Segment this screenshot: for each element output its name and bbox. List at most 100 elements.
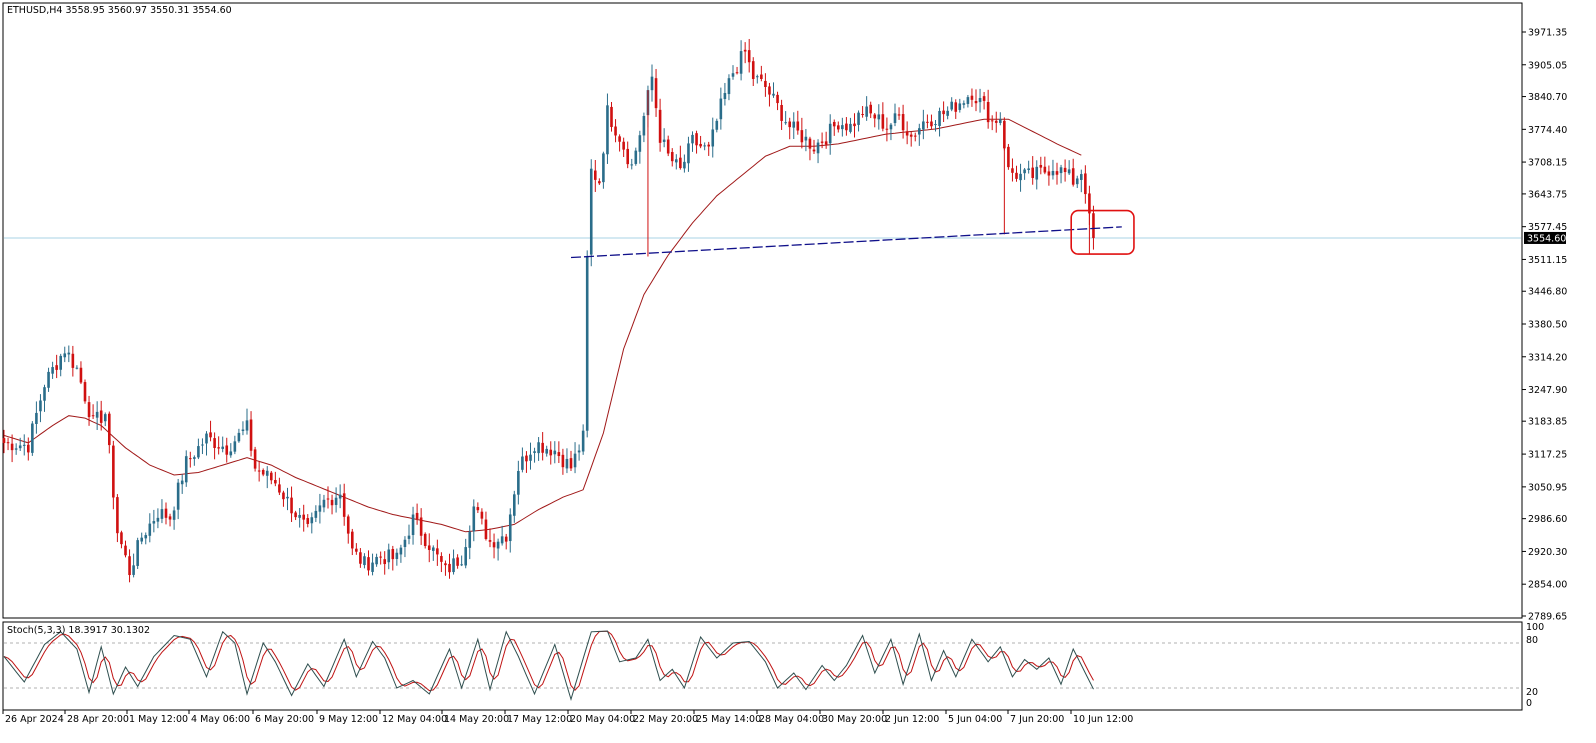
candle	[27, 437, 30, 461]
candle	[322, 494, 326, 513]
candle	[282, 490, 285, 507]
candle-body	[180, 480, 184, 485]
candle	[881, 102, 885, 132]
candle-body	[128, 556, 131, 576]
candle-body	[816, 142, 820, 154]
candle	[727, 74, 731, 101]
candle-body	[367, 557, 370, 571]
candle	[747, 38, 751, 73]
candle	[760, 65, 763, 82]
candle-body	[650, 76, 654, 91]
candle	[375, 553, 378, 567]
candle	[772, 82, 775, 98]
candle	[679, 145, 682, 170]
candle-body	[695, 133, 698, 146]
candle-body	[415, 512, 419, 519]
candle	[1092, 205, 1095, 250]
candle	[739, 40, 743, 81]
candle-body	[994, 120, 998, 123]
y-tick-label: 2920.30	[1528, 547, 1567, 558]
candle	[950, 97, 953, 112]
candle-body	[229, 451, 233, 456]
candle-body	[1063, 167, 1067, 173]
candle	[626, 141, 629, 169]
moving-average-layer	[3, 118, 1082, 533]
candle	[172, 506, 176, 530]
candle-body	[249, 419, 253, 451]
candle-body	[598, 181, 601, 184]
candle-body	[788, 121, 791, 128]
candle	[488, 528, 492, 548]
candle	[642, 112, 646, 143]
candle	[715, 118, 719, 133]
candle	[423, 532, 427, 549]
candle	[233, 435, 237, 455]
candle-body	[83, 382, 87, 402]
candle	[95, 401, 99, 430]
candle	[1047, 165, 1051, 186]
candle-body	[958, 103, 962, 110]
support-trendline[interactable]	[570, 226, 1122, 259]
candle	[492, 533, 496, 559]
candle-body	[411, 514, 415, 536]
candle-body	[330, 499, 334, 506]
candle	[6, 437, 10, 451]
candle-body	[881, 114, 885, 129]
candle	[91, 404, 95, 420]
x-tick-label: 26 Apr 2024	[5, 714, 64, 725]
candle	[83, 379, 87, 404]
candle	[67, 345, 71, 363]
candle	[39, 394, 42, 423]
candle-body	[306, 518, 310, 524]
y-tick-label: 3247.90	[1528, 385, 1567, 396]
candle	[1039, 156, 1043, 175]
candle	[432, 545, 435, 561]
candle-body	[577, 450, 581, 453]
candle-body	[342, 493, 346, 517]
stoch-main-line	[3, 630, 1094, 702]
x-tick-label: 30 May 20:00	[822, 714, 887, 725]
candle-body	[594, 170, 597, 180]
candle	[391, 545, 395, 571]
candle-body	[918, 128, 921, 135]
x-tick-label: 25 May 14:00	[696, 714, 761, 725]
candle-body	[796, 121, 800, 131]
candle	[606, 93, 609, 164]
candle-body	[638, 135, 642, 152]
candle	[1075, 175, 1079, 189]
candle-body	[427, 545, 431, 550]
candle	[776, 91, 779, 111]
candle-body	[444, 563, 447, 566]
candle-body	[140, 537, 143, 542]
candle-body	[982, 96, 986, 101]
candle-body	[168, 516, 172, 520]
candle	[553, 441, 557, 464]
candle	[436, 539, 439, 566]
candle-body	[375, 556, 378, 565]
candle-body	[573, 453, 577, 468]
candle-body	[946, 110, 949, 116]
y-tick-label: 3446.80	[1528, 287, 1567, 298]
candle	[598, 178, 601, 185]
candle	[500, 525, 504, 546]
candle-body	[351, 531, 354, 549]
candle-body	[841, 125, 844, 130]
candle	[440, 552, 443, 573]
candle	[306, 514, 310, 528]
x-tick-label: 10 Jun 12:00	[1073, 714, 1133, 725]
x-tick-label: 5 Jun 04:00	[948, 714, 1002, 725]
candle-body	[508, 514, 512, 542]
candle	[261, 468, 265, 477]
candle	[419, 508, 423, 545]
candle-body	[403, 539, 407, 548]
candle-body	[589, 168, 593, 255]
candle-body	[962, 103, 966, 105]
candle-body	[1088, 193, 1091, 214]
candle	[330, 494, 334, 515]
candle-body	[399, 547, 403, 555]
candle	[845, 117, 848, 136]
candle-body	[176, 482, 180, 510]
candle	[383, 551, 386, 575]
candle	[930, 114, 933, 130]
